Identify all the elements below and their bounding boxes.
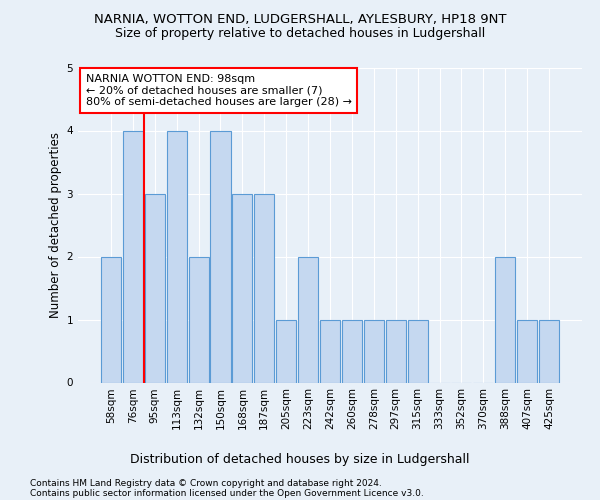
Bar: [123, 130, 143, 382]
Text: Size of property relative to detached houses in Ludgershall: Size of property relative to detached ho…: [115, 28, 485, 40]
Bar: [539, 320, 559, 382]
Bar: [407, 320, 428, 382]
Bar: [342, 320, 362, 382]
Bar: [276, 320, 296, 382]
Y-axis label: Number of detached properties: Number of detached properties: [49, 132, 62, 318]
Bar: [188, 256, 209, 382]
Text: NARNIA WOTTON END: 98sqm
← 20% of detached houses are smaller (7)
80% of semi-de: NARNIA WOTTON END: 98sqm ← 20% of detach…: [86, 74, 352, 107]
Text: NARNIA, WOTTON END, LUDGERSHALL, AYLESBURY, HP18 9NT: NARNIA, WOTTON END, LUDGERSHALL, AYLESBU…: [94, 12, 506, 26]
Bar: [145, 194, 165, 382]
Bar: [364, 320, 384, 382]
Bar: [211, 130, 230, 382]
Bar: [254, 194, 274, 382]
Bar: [298, 256, 318, 382]
Bar: [232, 194, 253, 382]
Bar: [517, 320, 537, 382]
Text: Contains public sector information licensed under the Open Government Licence v3: Contains public sector information licen…: [30, 489, 424, 498]
Bar: [495, 256, 515, 382]
Bar: [167, 130, 187, 382]
Text: Contains HM Land Registry data © Crown copyright and database right 2024.: Contains HM Land Registry data © Crown c…: [30, 479, 382, 488]
Bar: [320, 320, 340, 382]
Text: Distribution of detached houses by size in Ludgershall: Distribution of detached houses by size …: [130, 454, 470, 466]
Bar: [386, 320, 406, 382]
Bar: [101, 256, 121, 382]
